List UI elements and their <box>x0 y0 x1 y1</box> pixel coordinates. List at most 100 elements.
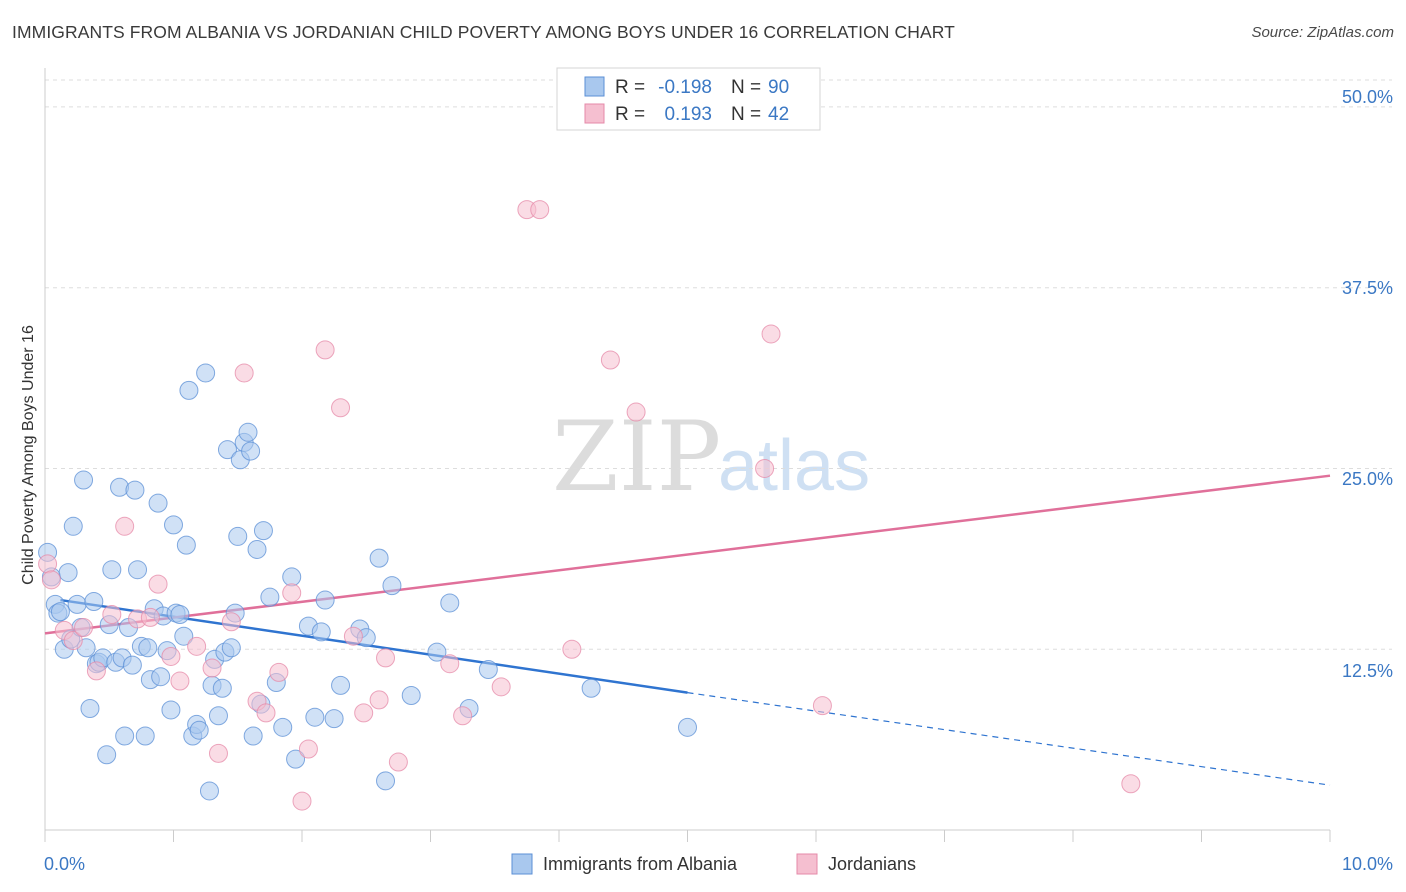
trend-lines <box>44 474 1331 786</box>
albania-point-14 <box>84 592 104 612</box>
x-tick-label-max: 10.0% <box>1342 854 1393 874</box>
albania-point-85 <box>440 593 460 613</box>
y-tick-label-50: 50.0% <box>1342 87 1393 107</box>
albania-point-64 <box>247 539 267 559</box>
albania-trend-extension <box>687 692 1331 786</box>
albania-point-66 <box>253 521 273 541</box>
albania-point-70 <box>282 567 302 587</box>
y-tick-label-37-5: 37.5% <box>1342 278 1393 298</box>
jordanians-point-36 <box>562 639 582 659</box>
albania-point-58 <box>228 526 248 546</box>
watermark-atlas: atlas <box>718 426 870 506</box>
jordanians-trend-line <box>44 474 1331 635</box>
albania-point-26 <box>122 655 142 675</box>
correlation-legend: R = -0.198 N = 90 R = 0.193 N = 42 <box>556 67 821 131</box>
data-points <box>38 200 1141 811</box>
legend-r-label-albania: R = <box>615 77 645 98</box>
legend-n-value-albania: 90 <box>768 77 789 98</box>
legend-n-value-jordanians: 42 <box>768 104 789 125</box>
albania-point-30 <box>135 726 155 746</box>
y-tick-label-12-5: 12.5% <box>1342 661 1393 681</box>
albania-point-43 <box>176 535 196 555</box>
albania-point-89 <box>678 717 697 737</box>
albania-point-48 <box>196 363 216 383</box>
legend-n-label-albania: N = <box>731 77 761 98</box>
jordanians-point-10 <box>148 574 168 594</box>
bottom-legend-label-albania: Immigrants from Albania <box>543 854 738 874</box>
jordanians-point-38 <box>626 402 646 422</box>
albania-point-13 <box>80 699 100 719</box>
y-axis-label: Child Poverty Among Boys Under 16 <box>20 325 37 585</box>
albania-point-28 <box>128 560 148 580</box>
jordanians-point-14 <box>202 658 222 678</box>
jordanians-point-28 <box>369 690 389 710</box>
legend-r-value-jordanians: 0.193 <box>664 104 712 125</box>
jordanians-point-35 <box>530 200 550 220</box>
jordanians-point-25 <box>331 398 351 418</box>
jordanians-point-7 <box>115 516 135 536</box>
albania-point-87 <box>478 659 498 679</box>
albania-point-34 <box>148 493 168 513</box>
albania-point-69 <box>273 717 293 737</box>
albania-point-83 <box>401 686 421 706</box>
jordanians-point-30 <box>388 752 408 772</box>
albania-point-61 <box>238 422 258 442</box>
jordanians-point-32 <box>453 706 473 726</box>
albania-point-74 <box>311 622 331 642</box>
albania-point-47 <box>189 720 209 740</box>
axes <box>44 68 1331 842</box>
jordanians-point-3 <box>63 631 83 651</box>
jordanians-point-13 <box>187 636 207 656</box>
jordanians-point-19 <box>256 703 276 723</box>
legend-r-value-albania: -0.198 <box>658 77 712 98</box>
jordanians-point-33 <box>491 677 511 697</box>
legend-swatch-jordanians <box>584 103 605 124</box>
albania-point-39 <box>164 515 183 535</box>
jordanians-point-21 <box>282 583 302 603</box>
albania-point-35 <box>151 667 171 687</box>
bottom-legend-swatch-albania <box>511 853 533 875</box>
albania-point-9 <box>67 594 87 614</box>
albania-point-31 <box>138 638 158 658</box>
albania-point-42 <box>174 626 194 646</box>
jordanians-point-0 <box>38 554 58 574</box>
chart-source: Source: ZipAtlas.com <box>1251 24 1394 41</box>
jordanians-point-5 <box>86 661 106 681</box>
albania-point-18 <box>97 745 117 765</box>
albania-point-88 <box>581 678 601 698</box>
jordanians-point-6 <box>102 605 122 625</box>
albania-point-76 <box>324 709 344 729</box>
albania-point-22 <box>110 477 130 497</box>
albania-point-38 <box>161 700 181 720</box>
jordanians-point-23 <box>298 739 318 759</box>
albania-point-81 <box>376 771 396 791</box>
x-tick-label-min: 0.0% <box>44 854 85 874</box>
albania-point-52 <box>208 706 228 726</box>
jordanians-point-42 <box>1121 774 1141 794</box>
albania-point-67 <box>260 587 280 607</box>
jordanians-point-9 <box>140 607 160 627</box>
jordanians-point-12 <box>170 671 190 691</box>
jordanians-point-16 <box>221 612 241 632</box>
albania-point-55 <box>217 440 237 460</box>
albania-point-82 <box>382 576 402 596</box>
jordanians-point-40 <box>761 324 781 344</box>
albania-point-49 <box>199 781 219 801</box>
jordanians-point-24 <box>315 340 335 360</box>
albania-point-62 <box>241 441 261 461</box>
albania-point-8 <box>63 516 83 536</box>
albania-point-53 <box>212 678 232 698</box>
jordanians-point-27 <box>354 703 374 723</box>
jordanians-point-17 <box>234 363 254 383</box>
albania-point-71 <box>286 749 306 769</box>
jordanians-point-29 <box>376 648 396 668</box>
jordanians-point-26 <box>343 626 363 646</box>
jordanians-point-39 <box>755 458 775 478</box>
albania-point-56 <box>221 638 241 658</box>
jordanians-point-22 <box>292 791 312 811</box>
jordanians-point-1 <box>41 570 61 590</box>
series-legend: Immigrants from Albania Jordanians <box>511 853 916 875</box>
albania-point-11 <box>74 470 94 490</box>
albania-point-27 <box>125 480 145 500</box>
jordanians-point-31 <box>440 654 460 674</box>
